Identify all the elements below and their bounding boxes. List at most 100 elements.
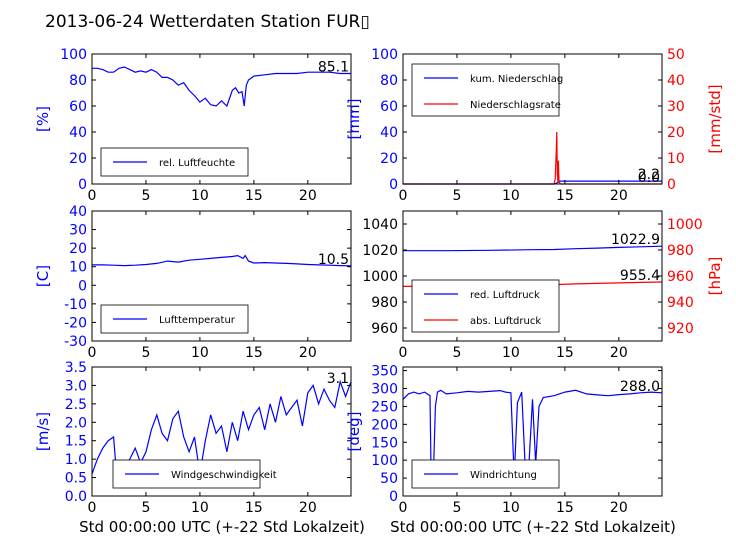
y-tick-label: 0 — [389, 489, 398, 505]
panel-humidity: 0 5 10 15 20 0 20 40 60 80 100 [%] 85.1 rel. Luftfeuc… — [34, 47, 352, 204]
y-tick-label: 980 — [371, 295, 398, 311]
y-tick-label: 30 — [69, 223, 87, 239]
legend-box — [411, 63, 560, 117]
y-tick-label: 1.0 — [65, 452, 87, 468]
y-tick-label: 20 — [380, 151, 398, 167]
series-line-temperature-0 — [92, 254, 352, 267]
y-right-axis-label: [hPa] — [706, 257, 724, 296]
x-tick-label: 20 — [299, 345, 317, 361]
x-tick-label: 20 — [299, 500, 317, 516]
x-tick-label: 20 — [299, 188, 317, 204]
x-tick-label: 5 — [452, 345, 461, 361]
y-right-tick-label: 20 — [667, 125, 685, 141]
x-tick-label: 0 — [399, 188, 408, 204]
y-tick-label: 250 — [371, 399, 398, 415]
last-value-annotation: 288.0 — [620, 379, 660, 395]
y-tick-label: 150 — [371, 435, 398, 451]
y-right-tick-label: 920 — [667, 321, 694, 337]
y-tick-label: 40 — [69, 125, 87, 141]
y-tick-label: 40 — [380, 125, 398, 141]
x-tick-label: 0 — [88, 345, 97, 361]
y-right-axis-label: [mm/std] — [706, 84, 724, 153]
x-tick-label: 10 — [191, 345, 209, 361]
axes-frame — [91, 210, 352, 342]
y-tick-label: 3.5 — [65, 360, 87, 376]
y-tick-label: 2.5 — [65, 397, 87, 413]
y-tick-label: 80 — [69, 73, 87, 89]
x-tick-label: 10 — [191, 188, 209, 204]
y-right-tick-label: 1000 — [667, 217, 703, 233]
x-tick-label: 20 — [610, 188, 628, 204]
legend-label: Windgeschwindigkeit — [171, 470, 277, 481]
y-tick-label: 100 — [371, 47, 398, 63]
x-tick-label: 5 — [141, 500, 150, 516]
y-tick-label: 0 — [78, 278, 87, 294]
last-value-annotation: 3.1 — [327, 371, 349, 387]
x-tick-label: 0 — [399, 500, 408, 516]
y-tick-label: -20 — [64, 315, 87, 331]
y-tick-label: 300 — [371, 382, 398, 398]
legend-label: kum. Niederschlag — [470, 74, 563, 85]
y-right-tick-label: 10 — [667, 151, 685, 167]
series-line-pressure-0 — [403, 245, 663, 252]
y-right-tick-label: 0 — [667, 177, 676, 193]
y-tick-label: 60 — [69, 99, 87, 115]
x-tick-label: 15 — [556, 188, 574, 204]
y-tick-label: 1020 — [362, 243, 398, 259]
x-tick-label: 0 — [399, 345, 408, 361]
x-tick-label: 0 — [88, 188, 97, 204]
y-tick-label: 0.0 — [65, 489, 87, 505]
x-tick-label: 0 — [88, 500, 97, 516]
y-tick-label: 60 — [380, 99, 398, 115]
y-tick-label: 2.0 — [65, 415, 87, 431]
legend-box — [411, 279, 560, 333]
legend-label: rel. Luftfeuchte — [159, 158, 235, 169]
last-value-annotation: 85.1 — [318, 60, 349, 76]
x-tick-label: 15 — [245, 500, 263, 516]
y-right-tick-label: 960 — [667, 269, 694, 285]
y-tick-label: 50 — [380, 471, 398, 487]
x-tick-label: 10 — [191, 500, 209, 516]
y-axis-label: [mm] — [345, 99, 363, 140]
y-tick-label: 0 — [389, 177, 398, 193]
last-value-annotation: 10.5 — [318, 252, 349, 268]
y-axis-label: [C] — [34, 265, 52, 287]
y-axis-label: [%] — [34, 106, 52, 132]
y-tick-label: 200 — [371, 417, 398, 433]
series-line-humidity-0 — [92, 66, 351, 108]
y-tick-label: 10 — [69, 260, 87, 276]
legend-label: Windrichtung — [470, 470, 537, 481]
x-tick-label: 10 — [502, 188, 520, 204]
axes-frame — [91, 53, 352, 185]
x-tick-label: 10 — [502, 500, 520, 516]
x-tick-label: 5 — [452, 188, 461, 204]
panel-wind_direction: 0 5 10 15 20050100150200250300350[deg]288.0W… — [345, 364, 663, 516]
y-right-tick-label: 50 — [667, 47, 685, 63]
legend-label: red. Luftdruck — [470, 290, 540, 301]
x-axis-label-left: Std 00:00:00 UTC (+-22 Std Lokalzeit) — [79, 518, 365, 536]
y-tick-label: 3.0 — [65, 378, 87, 394]
axes-frame — [402, 366, 663, 497]
x-tick-label: 5 — [141, 188, 150, 204]
figure-title: 2013-06-24 Wetterdaten Station FUR▯ — [45, 12, 370, 32]
y-tick-label: 1000 — [362, 269, 398, 285]
y-tick-label: 0 — [78, 177, 87, 193]
y-tick-label: 100 — [60, 47, 87, 63]
y-tick-label: 1040 — [362, 217, 398, 233]
x-tick-label: 15 — [556, 500, 574, 516]
x-tick-label: 5 — [452, 500, 461, 516]
y-right-tick-label: 40 — [667, 73, 685, 89]
legend-label: Niederschlagsrate — [470, 100, 561, 111]
series-line-wind_speed-0 — [91, 379, 352, 487]
y-tick-label: 0.5 — [65, 471, 87, 487]
x-tick-label: 15 — [245, 188, 263, 204]
y-tick-label: 960 — [371, 321, 398, 337]
y-right-tick-label: 980 — [667, 243, 694, 259]
x-tick-label: 5 — [141, 345, 150, 361]
x-tick-label: 15 — [556, 345, 574, 361]
y-right-tick-label: 30 — [667, 99, 685, 115]
last-value-annotation: 0.0 — [638, 170, 660, 186]
x-tick-label: 20 — [610, 500, 628, 516]
legend-label: abs. Luftdruck — [470, 316, 541, 327]
